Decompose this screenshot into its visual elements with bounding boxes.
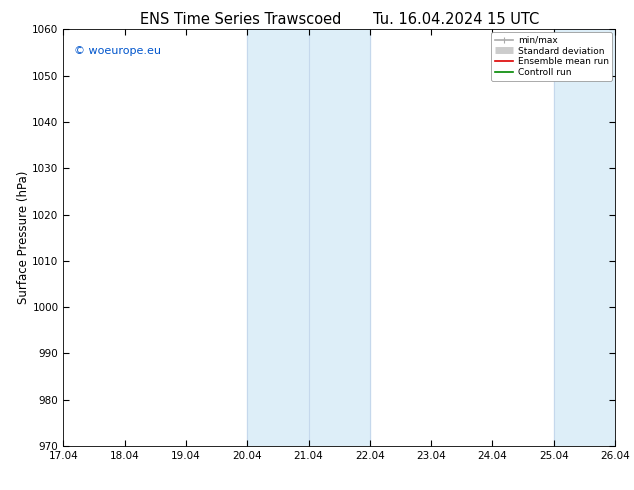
Text: Tu. 16.04.2024 15 UTC: Tu. 16.04.2024 15 UTC [373,12,540,27]
Bar [553,29,615,446]
Text: © woeurope.eu: © woeurope.eu [74,46,162,56]
Bar [247,29,370,446]
Text: ENS Time Series Trawscoed: ENS Time Series Trawscoed [140,12,342,27]
Legend: min/max, Standard deviation, Ensemble mean run, Controll run: min/max, Standard deviation, Ensemble me… [491,32,612,81]
Y-axis label: Surface Pressure (hPa): Surface Pressure (hPa) [16,171,30,304]
